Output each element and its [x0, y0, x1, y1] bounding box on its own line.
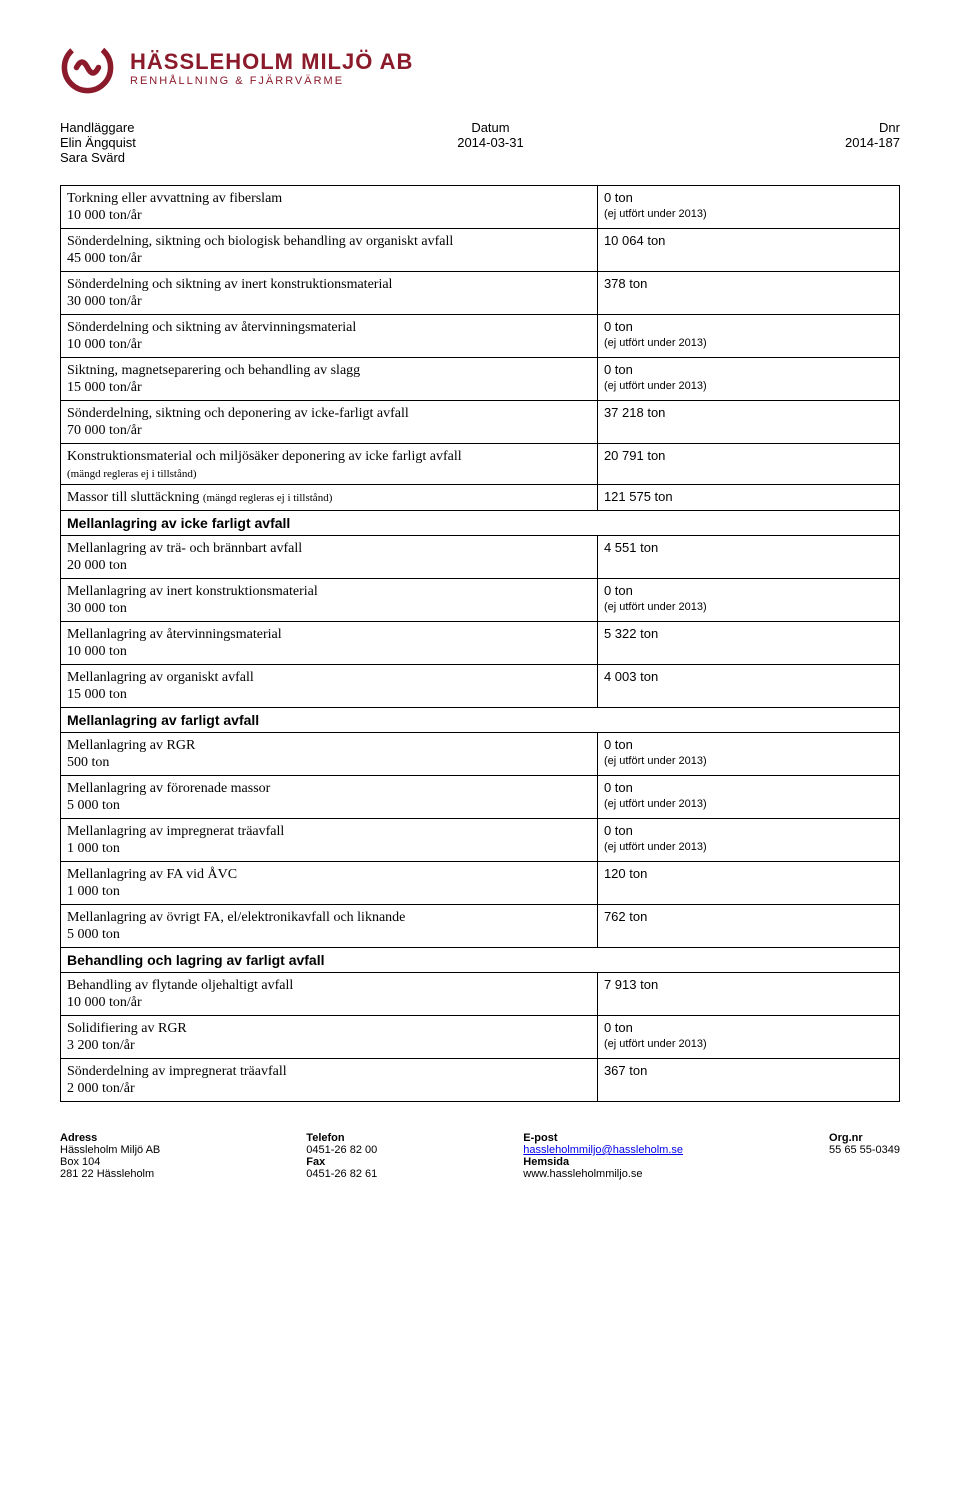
table-row-description: Sönderdelning, siktning och biologisk be… [61, 229, 598, 272]
table-row-value: 121 575 ton [597, 485, 899, 511]
table-row-description: Mellanlagring av trä- och brännbart avfa… [61, 536, 598, 579]
table-row-value: 20 791 ton [597, 444, 899, 485]
table-row-description: Mellanlagring av återvinningsmaterial 10… [61, 622, 598, 665]
footer-email-link[interactable]: hassleholmmiljo@hassleholm.se [523, 1144, 683, 1156]
table-row-description: Mellanlagring av inert konstruktionsmate… [61, 579, 598, 622]
footer-web-h: Hemsida [523, 1156, 683, 1168]
table-row-value: 378 ton [597, 272, 899, 315]
table-row-value: 0 ton(ej utfört under 2013) [597, 776, 899, 819]
handler-label: Handläggare [60, 120, 136, 135]
table-row-description: Torkning eller avvattning av fiberslam10… [61, 186, 598, 229]
table-row-description: Mellanlagring av förorenade massor5 000 … [61, 776, 598, 819]
table-row-value: 367 ton [597, 1059, 899, 1102]
company-subtitle: RENHÅLLNING & FJÄRRVÄRME [130, 75, 413, 87]
document-meta: Handläggare Elin Ängquist Sara Svärd Dat… [60, 120, 900, 165]
footer-orgnr: Org.nr 55 65 55-0349 [829, 1132, 900, 1180]
date-label: Datum [457, 120, 524, 135]
table-row-value: 120 ton [597, 862, 899, 905]
footer-fax-h: Fax [306, 1156, 377, 1168]
footer-phone-l1: 0451-26 82 00 [306, 1144, 377, 1156]
table-row-value: 5 322 ton [597, 622, 899, 665]
table-row-description: Massor till sluttäckning (mängd regleras… [61, 485, 598, 511]
table-row-value: 4 551 ton [597, 536, 899, 579]
table-row-value: 0 ton(ej utfört under 2013) [597, 579, 899, 622]
table-row-value: 7 913 ton [597, 973, 899, 1016]
footer-address-l3: 281 22 Hässleholm [60, 1168, 160, 1180]
document-header: HÄSSLEHOLM MILJÖ AB RENHÅLLNING & FJÄRRV… [60, 40, 900, 95]
table-row-description: Konstruktionsmaterial och miljösäker dep… [61, 444, 598, 485]
table-row-description: Mellanlagring av RGR500 ton [61, 733, 598, 776]
footer-fax-l1: 0451-26 82 61 [306, 1168, 377, 1180]
handler-1: Elin Ängquist [60, 135, 136, 150]
table-row-value: 4 003 ton [597, 665, 899, 708]
table-row-description: Siktning, magnetseparering och behandlin… [61, 358, 598, 401]
footer-phone: Telefon 0451-26 82 00 Fax 0451-26 82 61 [306, 1132, 377, 1180]
footer-orgnr-h: Org.nr [829, 1132, 900, 1144]
data-table: Torkning eller avvattning av fiberslam10… [60, 185, 900, 1102]
table-row-description: Mellanlagring av organiskt avfall15 000 … [61, 665, 598, 708]
table-row-description: Sönderdelning och siktning av återvinnin… [61, 315, 598, 358]
handler-2: Sara Svärd [60, 150, 136, 165]
footer-address-l2: Box 104 [60, 1156, 160, 1168]
table-row-description: Sönderdelning, siktning och deponering a… [61, 401, 598, 444]
table-row-value: 762 ton [597, 905, 899, 948]
document-footer: Adress Hässleholm Miljö AB Box 104 281 2… [60, 1132, 900, 1180]
meta-dnr: Dnr 2014-187 [845, 120, 900, 165]
table-row-description: Sönderdelning och siktning av inert kons… [61, 272, 598, 315]
table-row-value: 0 ton(ej utfört under 2013) [597, 315, 899, 358]
table-row-description: Behandling av flytande oljehaltigt avfal… [61, 973, 598, 1016]
date-value: 2014-03-31 [457, 135, 524, 150]
section-header: Behandling och lagring av farligt avfall [61, 948, 900, 973]
table-row-value: 0 ton(ej utfört under 2013) [597, 186, 899, 229]
footer-email-h: E-post [523, 1132, 683, 1144]
footer-email: E-post hassleholmmiljo@hassleholm.se Hem… [523, 1132, 683, 1180]
dnr-value: 2014-187 [845, 135, 900, 150]
dnr-label: Dnr [845, 120, 900, 135]
footer-orgnr-l1: 55 65 55-0349 [829, 1144, 900, 1156]
table-row-description: Sönderdelning av impregnerat träavfall2 … [61, 1059, 598, 1102]
section-header: Mellanlagring av icke farligt avfall [61, 511, 900, 536]
meta-handler: Handläggare Elin Ängquist Sara Svärd [60, 120, 136, 165]
footer-address-l1: Hässleholm Miljö AB [60, 1144, 160, 1156]
company-name-block: HÄSSLEHOLM MILJÖ AB RENHÅLLNING & FJÄRRV… [130, 49, 413, 87]
footer-phone-h: Telefon [306, 1132, 377, 1144]
table-row-value: 0 ton(ej utfört under 2013) [597, 733, 899, 776]
company-logo-icon [60, 40, 115, 95]
table-row-value: 37 218 ton [597, 401, 899, 444]
table-row-value: 10 064 ton [597, 229, 899, 272]
section-header: Mellanlagring av farligt avfall [61, 708, 900, 733]
table-row-description: Mellanlagring av impregnerat träavfall1 … [61, 819, 598, 862]
table-row-description: Mellanlagring av övrigt FA, el/elektroni… [61, 905, 598, 948]
table-row-value: 0 ton(ej utfört under 2013) [597, 358, 899, 401]
footer-address: Adress Hässleholm Miljö AB Box 104 281 2… [60, 1132, 160, 1180]
table-row-value: 0 ton(ej utfört under 2013) [597, 1016, 899, 1059]
footer-address-h: Adress [60, 1132, 160, 1144]
footer-web-l1: www.hassleholmmiljo.se [523, 1168, 683, 1180]
company-title: HÄSSLEHOLM MILJÖ AB [130, 49, 413, 75]
table-row-description: Solidifiering av RGR3 200 ton/år [61, 1016, 598, 1059]
meta-date: Datum 2014-03-31 [457, 120, 524, 165]
table-row-description: Mellanlagring av FA vid ÅVC1 000 ton [61, 862, 598, 905]
table-row-value: 0 ton(ej utfört under 2013) [597, 819, 899, 862]
